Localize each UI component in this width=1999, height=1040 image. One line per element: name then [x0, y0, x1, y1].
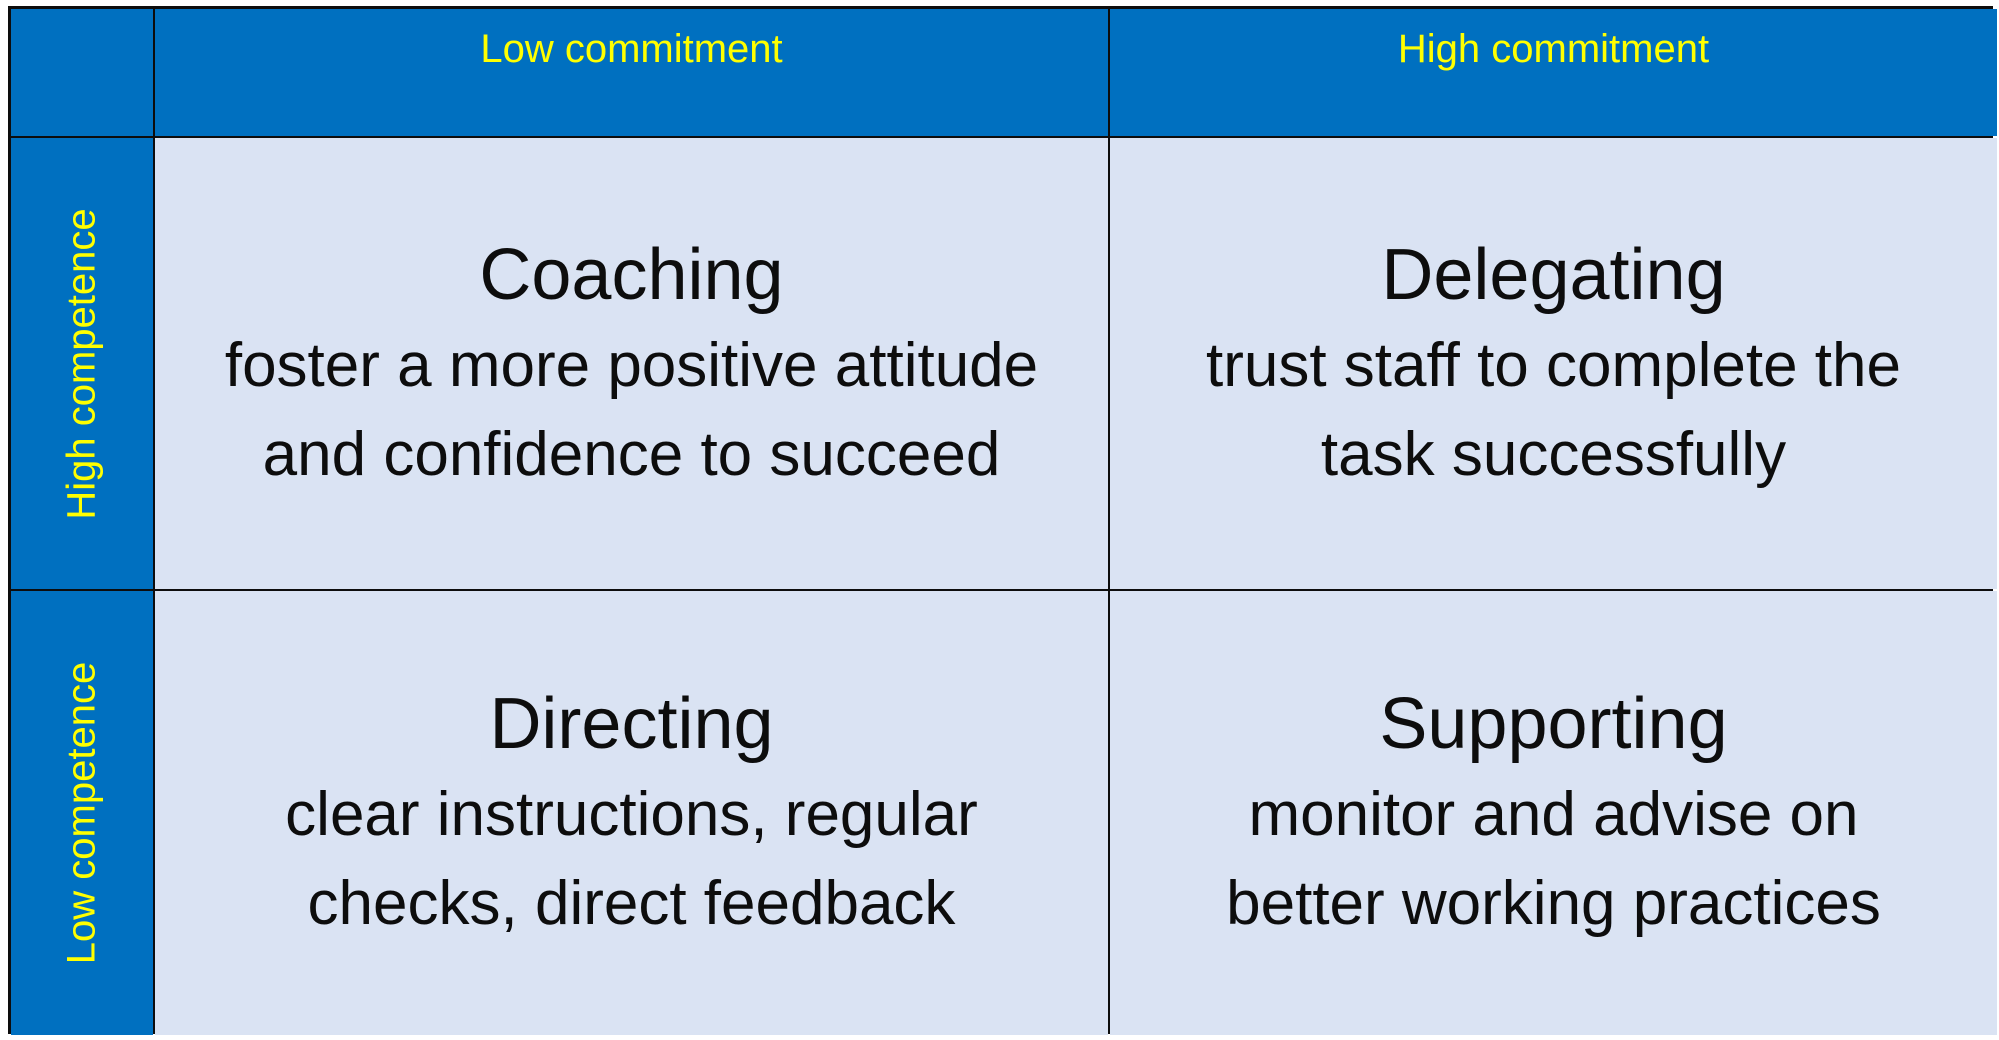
quadrant-description-line: and confidence to succeed [262, 419, 1001, 489]
column-header-low-commitment: Low commitment [155, 9, 1108, 136]
column-header-label: Low commitment [480, 27, 783, 71]
row-header-label: High competence [59, 207, 104, 520]
quadrant-description-line: task successfully [1320, 419, 1787, 489]
row-header-low-competence: Low competence [11, 591, 153, 1035]
quadrant-title: Supporting [1379, 684, 1728, 764]
leadership-matrix: Low commitment High commitment High comp… [8, 6, 1997, 1035]
quadrant-directing: Directing clear instructions, regular ch… [155, 591, 1108, 1035]
quadrant-description-line: monitor and advise on [1248, 780, 1859, 849]
quadrant-description-line: better working practices [1226, 869, 1881, 938]
quadrant-description-line: checks, direct feedback [307, 869, 956, 938]
column-header-label: High commitment [1397, 27, 1710, 71]
column-header-high-commitment: High commitment [1110, 9, 1997, 136]
matrix-corner [11, 9, 153, 136]
quadrant-title: Delegating [1381, 234, 1726, 315]
quadrant-description-line: clear instructions, regular [285, 780, 978, 849]
quadrant-description-line: trust staff to complete the [1206, 330, 1901, 400]
quadrant-title: Coaching [479, 234, 784, 315]
row-header-label: Low competence [59, 661, 104, 965]
quadrant-coaching: Coaching foster a more positive attitude… [155, 138, 1108, 589]
quadrant-delegating: Delegating trust staff to complete the t… [1110, 138, 1997, 589]
quadrant-description-line: foster a more positive attitude [224, 330, 1039, 400]
row-header-high-competence: High competence [11, 138, 153, 589]
quadrant-title: Directing [489, 684, 774, 764]
quadrant-supporting: Supporting monitor and advise on better … [1110, 591, 1997, 1035]
